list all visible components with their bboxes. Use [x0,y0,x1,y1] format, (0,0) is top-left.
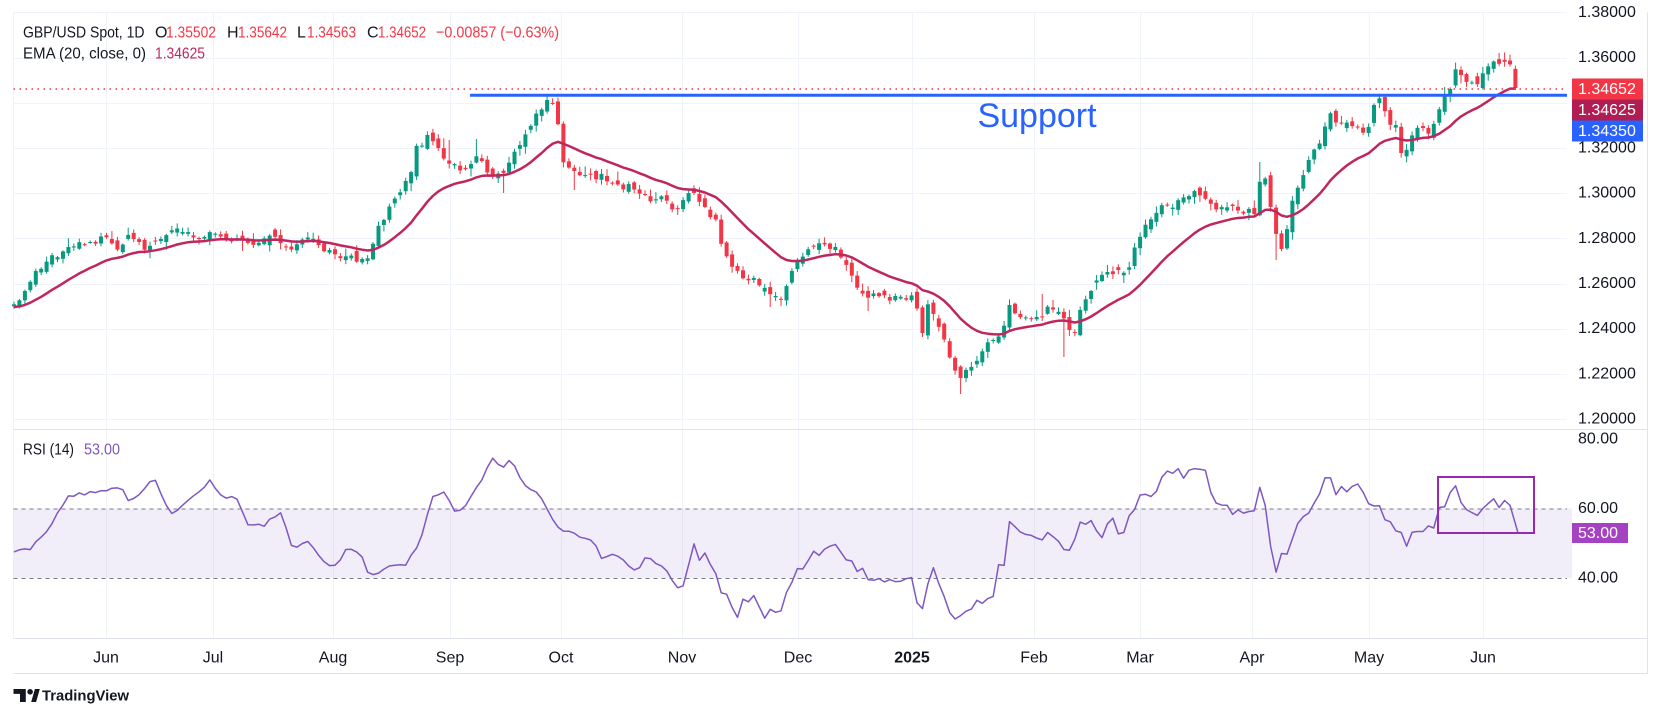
svg-text:L: L [297,25,306,42]
svg-text:Support: Support [977,97,1097,135]
svg-text:Oct: Oct [549,650,574,667]
svg-text:1.34563: 1.34563 [307,25,356,42]
svg-text:Mar: Mar [1126,650,1154,667]
svg-text:Jul: Jul [203,650,223,667]
svg-text:53.00: 53.00 [84,442,120,459]
svg-text:Sep: Sep [436,650,465,667]
svg-text:EMA (20, close, 0): EMA (20, close, 0) [23,46,146,63]
svg-text:May: May [1354,650,1384,667]
svg-text:GBP/USD Spot, 1D: GBP/USD Spot, 1D [23,25,145,42]
svg-text:1.35502: 1.35502 [166,25,216,42]
svg-text:1.22000: 1.22000 [1578,365,1636,382]
svg-text:Feb: Feb [1020,650,1048,667]
svg-text:1.36000: 1.36000 [1578,49,1636,66]
svg-text:Apr: Apr [1240,650,1266,667]
svg-text:Nov: Nov [668,650,696,667]
svg-text:40.00: 40.00 [1578,570,1618,587]
svg-text:1.34350: 1.34350 [1578,123,1636,140]
svg-text:1.34625: 1.34625 [155,46,205,63]
svg-text:80.00: 80.00 [1578,431,1618,448]
svg-text:60.00: 60.00 [1578,500,1618,517]
svg-text:TradingView: TradingView [42,688,129,705]
svg-text:1.35642: 1.35642 [238,25,287,42]
svg-text:1.34625: 1.34625 [1578,102,1636,119]
svg-text:1.32000: 1.32000 [1578,139,1636,156]
svg-text:O: O [155,25,167,42]
svg-text:1.34652: 1.34652 [378,25,426,42]
svg-text:1.30000: 1.30000 [1578,185,1636,202]
svg-text:2025: 2025 [894,650,930,667]
svg-text:H: H [227,25,239,42]
svg-text:C: C [367,25,379,42]
svg-text:1.24000: 1.24000 [1578,320,1636,337]
svg-text:1.20000: 1.20000 [1578,411,1636,428]
svg-text:Dec: Dec [784,650,812,667]
svg-text:Jun: Jun [93,650,119,667]
svg-text:Jun: Jun [1470,650,1496,667]
svg-text:Aug: Aug [319,650,347,667]
svg-text:1.28000: 1.28000 [1578,230,1636,247]
svg-text:53.00: 53.00 [1578,525,1618,542]
svg-text:1.26000: 1.26000 [1578,275,1636,292]
svg-text:1.34652: 1.34652 [1578,81,1636,98]
svg-text:RSI (14): RSI (14) [23,442,74,459]
svg-text:−0.00857 (−0.63%): −0.00857 (−0.63%) [436,25,559,42]
svg-text:1.38000: 1.38000 [1578,4,1636,21]
